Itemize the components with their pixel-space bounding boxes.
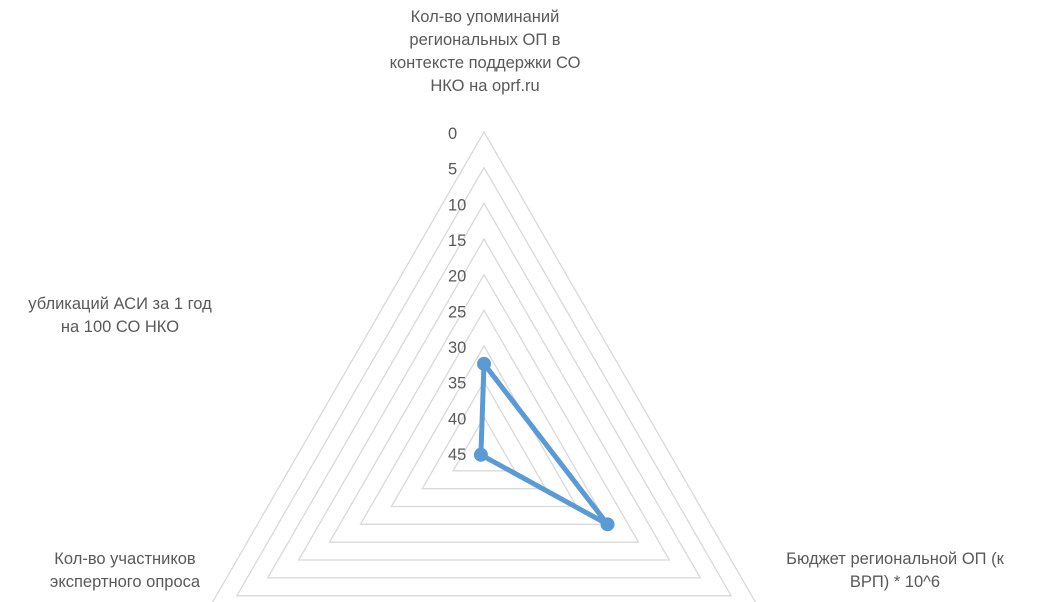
series-line	[478, 361, 611, 527]
partial-label-line: на 100 СО НКО	[60, 318, 180, 336]
tick-label: 20	[448, 268, 466, 286]
tick-label: 40	[448, 410, 466, 428]
series-point	[600, 517, 615, 532]
grid-ring	[451, 416, 517, 472]
axis-label-top-line: контексте поддержки СО	[389, 54, 581, 72]
grid-ring	[328, 273, 640, 543]
partial-label-line: убликаций АСИ за 1 год	[28, 295, 212, 313]
axis-label-bottom-left-line: Кол-во участников	[54, 550, 196, 568]
axis-label-top-line: региональных ОП в	[409, 31, 561, 49]
tick-label: 35	[448, 375, 466, 393]
grid-ring	[235, 166, 733, 597]
tick-label: 5	[448, 161, 457, 179]
tick-label: 30	[448, 339, 466, 357]
grid-ring	[211, 130, 757, 602]
grid-ring	[359, 309, 609, 525]
axis-label-bottom-right-line: ВРП) * 10^6	[849, 573, 941, 591]
radar-grid	[211, 130, 757, 602]
tick-label: 0	[448, 125, 457, 143]
grid-ring	[266, 202, 702, 579]
axis-label-bottom-right-line: Бюджет региональной ОП (к	[786, 550, 1004, 568]
tick-label: 45	[448, 446, 466, 464]
partial-label: убликаций АСИ за 1 год на 100 СО НКО	[0, 293, 250, 339]
grid-ring	[297, 237, 671, 561]
axis-label-bottom-right: Бюджет региональной ОП (к ВРП) * 10^6	[735, 548, 1055, 594]
tick-label: 15	[448, 232, 466, 250]
tick-label: 25	[448, 303, 466, 321]
radar-series	[473, 356, 615, 532]
tick-label: 10	[448, 196, 466, 214]
axis-label-top-line: Кол-во упоминаний	[410, 8, 560, 26]
series-point	[477, 356, 491, 371]
grid-ring	[421, 380, 547, 490]
series-point	[473, 447, 488, 462]
axis-label-bottom-left: Кол-во участников экспертного опроса	[0, 548, 250, 594]
axis-label-top-line: НКО на oprf.ru	[430, 77, 540, 95]
axis-label-top: Кол-во упоминаний региональных ОП в конт…	[300, 6, 670, 98]
radar-tick-labels: 0 5 10 15 20 25 30 35 40 45	[448, 125, 466, 464]
axis-label-bottom-left-line: экспертного опроса	[49, 573, 201, 591]
